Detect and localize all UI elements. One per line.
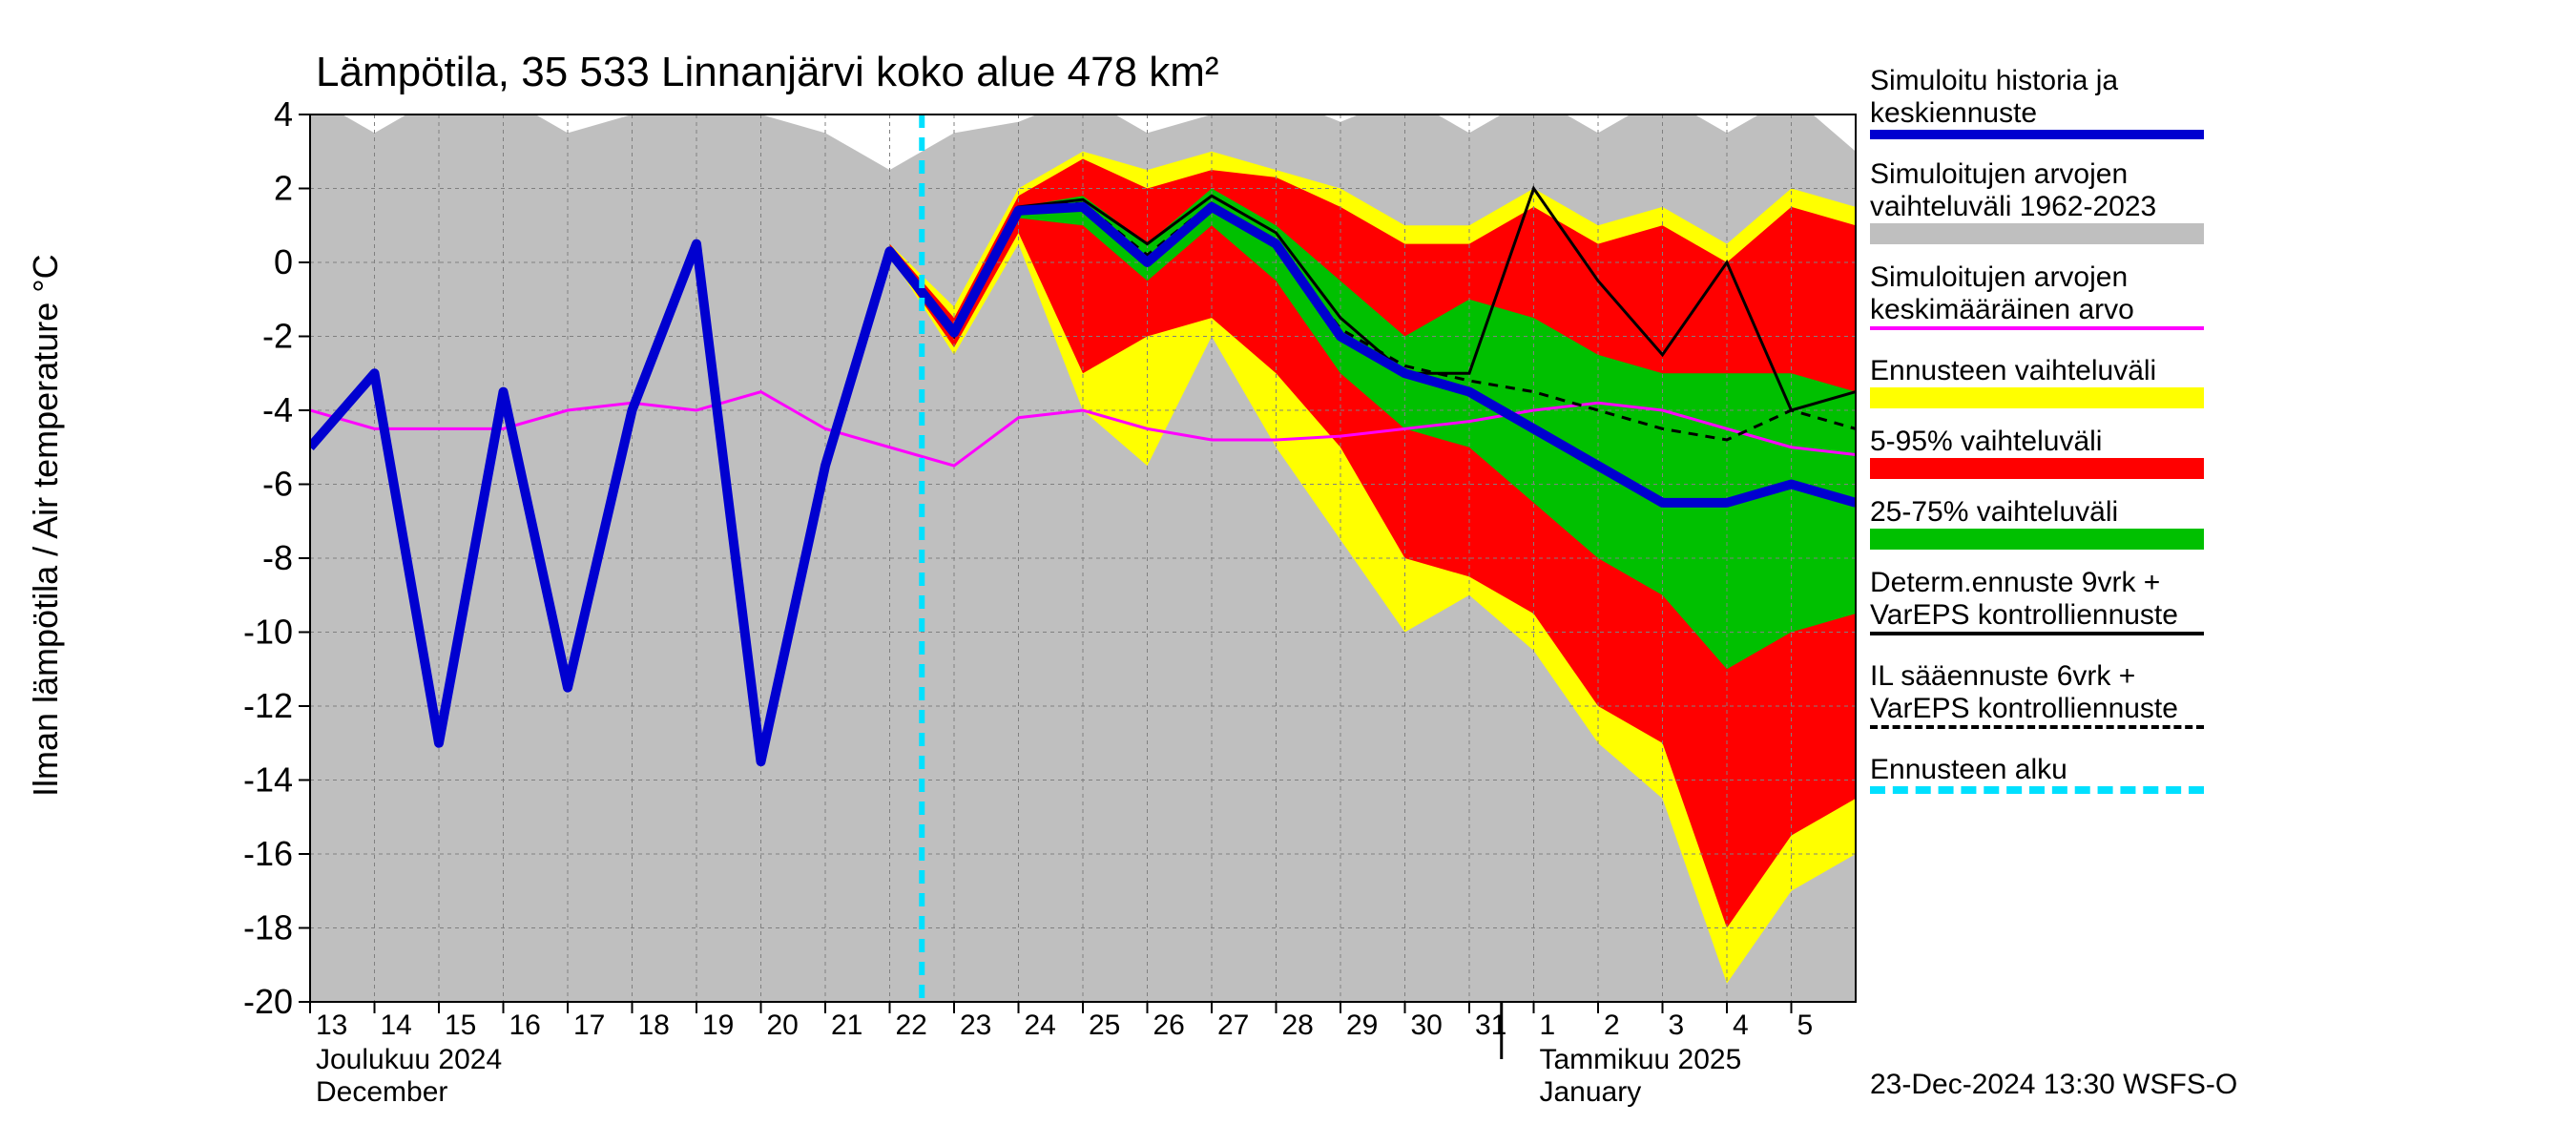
legend-label: Ennusteen alku: [1870, 754, 2067, 787]
legend-label: Determ.ennuste 9vrk +: [1870, 567, 2160, 600]
svg-text:-2: -2: [262, 317, 293, 356]
svg-text:-10: -10: [243, 613, 293, 652]
svg-text:4: 4: [1733, 1010, 1749, 1041]
timestamp: 23-Dec-2024 13:30 WSFS-O: [1870, 1069, 2237, 1101]
svg-text:December: December: [316, 1076, 447, 1108]
svg-text:13: 13: [316, 1010, 347, 1041]
legend-swatch: [1870, 632, 2204, 635]
svg-text:18: 18: [638, 1010, 670, 1041]
svg-text:Tammikuu 2025: Tammikuu 2025: [1540, 1044, 1742, 1075]
svg-text:-12: -12: [243, 686, 293, 725]
legend-swatch: [1870, 529, 2204, 550]
svg-text:-16: -16: [243, 834, 293, 873]
svg-text:-20: -20: [243, 982, 293, 1021]
svg-text:22: 22: [896, 1010, 927, 1041]
svg-text:Lämpötila, 35 533 Linnanjärvi: Lämpötila, 35 533 Linnanjärvi koko alue …: [316, 49, 1219, 95]
svg-text:2: 2: [1604, 1010, 1620, 1041]
svg-text:14: 14: [381, 1010, 412, 1041]
svg-text:-8: -8: [262, 538, 293, 577]
svg-text:-18: -18: [243, 908, 293, 947]
legend-label: 25-75% vaihteluväli: [1870, 496, 2118, 530]
legend-label: keskimääräinen arvo: [1870, 294, 2134, 327]
svg-text:January: January: [1540, 1076, 1642, 1108]
svg-text:19: 19: [702, 1010, 734, 1041]
svg-text:21: 21: [831, 1010, 862, 1041]
legend-label: Simuloitujen arvojen: [1870, 261, 2128, 295]
svg-text:-14: -14: [243, 760, 293, 800]
legend-swatch: [1870, 786, 2204, 794]
legend-swatch: [1870, 130, 2204, 139]
svg-text:3: 3: [1669, 1010, 1685, 1041]
svg-text:31: 31: [1475, 1010, 1506, 1041]
svg-text:-4: -4: [262, 390, 293, 429]
svg-text:0: 0: [274, 242, 293, 281]
svg-text:29: 29: [1346, 1010, 1378, 1041]
svg-text:25: 25: [1089, 1010, 1120, 1041]
temperature-chart: 420-2-4-6-8-10-12-14-16-18-20Ilman lämpö…: [0, 0, 2576, 1145]
svg-text:5: 5: [1797, 1010, 1814, 1041]
svg-text:4: 4: [274, 94, 293, 134]
svg-text:1: 1: [1540, 1010, 1556, 1041]
legend-label: vaihteluväli 1962-2023: [1870, 191, 2156, 224]
legend-label: Simuloitu historia ja: [1870, 65, 2118, 98]
legend-swatch: [1870, 725, 2204, 729]
svg-text:Ilman lämpötila / Air temperat: Ilman lämpötila / Air temperature °C: [26, 254, 65, 797]
legend-swatch: [1870, 458, 2204, 479]
svg-text:26: 26: [1153, 1010, 1185, 1041]
svg-text:15: 15: [445, 1010, 476, 1041]
svg-text:23: 23: [960, 1010, 991, 1041]
legend-label: keskiennuste: [1870, 97, 2037, 131]
svg-text:24: 24: [1025, 1010, 1056, 1041]
legend-label: VarEPS kontrolliennuste: [1870, 693, 2178, 726]
svg-text:27: 27: [1217, 1010, 1249, 1041]
svg-text:30: 30: [1411, 1010, 1443, 1041]
svg-text:-6: -6: [262, 465, 293, 504]
legend-label: 5-95% vaihteluväli: [1870, 426, 2102, 459]
legend-label: Ennusteen vaihteluväli: [1870, 355, 2156, 388]
legend-label: Simuloitujen arvojen: [1870, 158, 2128, 192]
svg-text:28: 28: [1282, 1010, 1314, 1041]
legend-swatch: [1870, 326, 2204, 330]
svg-text:2: 2: [274, 169, 293, 208]
svg-text:17: 17: [573, 1010, 605, 1041]
legend-swatch: [1870, 223, 2204, 244]
legend-label: IL sääennuste 6vrk +: [1870, 660, 2135, 694]
svg-text:Joulukuu 2024: Joulukuu 2024: [316, 1044, 502, 1075]
svg-text:20: 20: [767, 1010, 799, 1041]
legend-swatch: [1870, 387, 2204, 408]
legend-label: VarEPS kontrolliennuste: [1870, 599, 2178, 633]
svg-text:16: 16: [509, 1010, 541, 1041]
